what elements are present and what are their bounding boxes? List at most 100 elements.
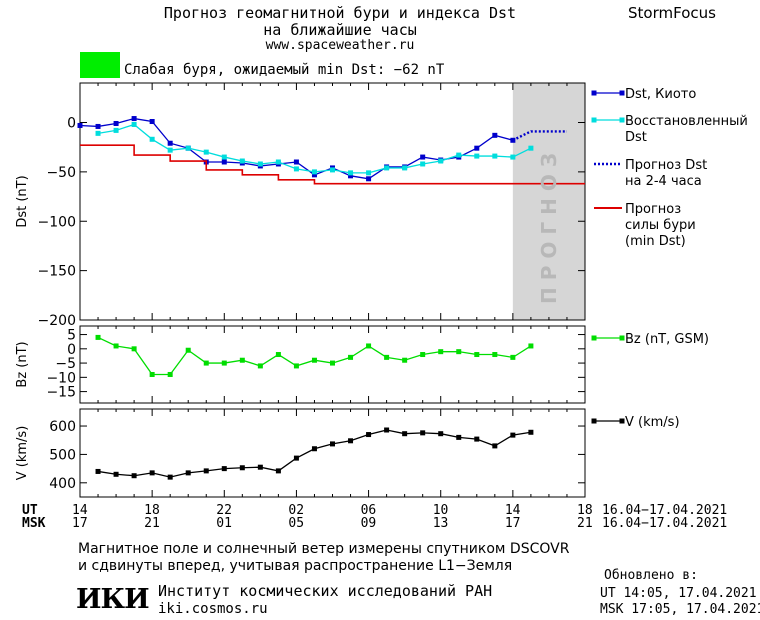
- data-point: [221, 154, 227, 160]
- data-point: [275, 468, 281, 474]
- ut-tick-label: 14: [504, 503, 521, 518]
- data-point: [257, 464, 263, 470]
- data-point: [203, 360, 209, 366]
- institute-site[interactable]: iki.cosmos.ru: [158, 601, 268, 617]
- ut-tick-label: 18: [577, 503, 593, 518]
- data-point: [474, 153, 480, 159]
- data-point: [384, 354, 390, 360]
- updated-ut: UT 14:05, 17.04.2021: [600, 586, 757, 601]
- data-point: [311, 357, 317, 363]
- ut-axis-label: UT: [22, 503, 38, 518]
- data-point: [420, 161, 426, 167]
- legend-label: Bz (nT, GSM): [625, 332, 709, 347]
- legend-label: Прогноз: [625, 202, 681, 217]
- data-point: [221, 159, 227, 165]
- data-point: [257, 161, 263, 167]
- data-point: [185, 470, 191, 476]
- chart-title-line2: на ближайшие часы: [263, 21, 417, 39]
- data-point: [293, 455, 299, 461]
- data-point: [203, 468, 209, 474]
- data-point: [492, 352, 498, 358]
- series-line: [97, 123, 532, 174]
- legend-label: силы бури: [625, 218, 696, 233]
- forecast-region-label: ПРОГНОЗ: [537, 146, 561, 304]
- y-axis-label: Dst (nT): [15, 175, 30, 227]
- data-point: [311, 169, 317, 175]
- legend-marker: [619, 335, 625, 341]
- data-point: [167, 147, 173, 153]
- y-axis-label: V (km/s): [15, 426, 30, 481]
- data-point: [149, 470, 155, 476]
- data-point: [293, 363, 299, 369]
- dst-panel-frame: [79, 82, 586, 321]
- y-tick-label: −200: [38, 313, 76, 329]
- data-point: [275, 352, 281, 358]
- data-point: [510, 354, 516, 360]
- data-point: [420, 154, 426, 160]
- y-tick-label: 600: [49, 419, 76, 435]
- data-point: [113, 343, 119, 349]
- data-point: [167, 140, 173, 146]
- data-point: [330, 360, 335, 366]
- data-point: [95, 123, 101, 129]
- data-point: [131, 346, 137, 352]
- data-point: [330, 167, 335, 173]
- data-point: [221, 466, 227, 472]
- iki-logo: ИКИ: [76, 584, 150, 615]
- legend-label: Dst: [625, 130, 647, 145]
- data-point: [149, 119, 155, 125]
- legend-marker: [619, 90, 625, 96]
- storm-forecast-text: Слабая буря, ожидаемый min Dst: −62 nT: [124, 62, 445, 78]
- msk-tick-label: 17: [504, 516, 521, 531]
- msk-date-range: 16.04−17.04.2021: [602, 516, 728, 531]
- data-point: [456, 349, 462, 355]
- data-point: [293, 159, 299, 165]
- y-tick-label: 0: [67, 342, 76, 358]
- msk-tick-label: 01: [216, 516, 232, 531]
- legend-label: (min Dst): [625, 234, 686, 249]
- msk-axis-label: MSK: [22, 516, 46, 531]
- data-point: [492, 443, 498, 449]
- data-point: [402, 165, 408, 171]
- site-url[interactable]: www.spaceweather.ru: [265, 38, 415, 53]
- chart-title-line1: Прогноз геомагнитной бури и индекса Dst: [163, 4, 517, 22]
- legend-label: Dst, Киото: [625, 87, 696, 102]
- data-point: [95, 334, 101, 340]
- y-tick-label: 5: [67, 328, 76, 344]
- data-point: [456, 152, 462, 158]
- data-point: [239, 357, 245, 363]
- footnote-line2: и сдвинуты вперед, учитывая распростране…: [78, 558, 513, 574]
- data-point: [384, 165, 390, 171]
- series-line: [512, 130, 567, 142]
- forecast-region: [512, 83, 585, 320]
- data-point: [348, 170, 354, 176]
- data-point: [474, 352, 480, 358]
- ut-tick-label: 10: [432, 503, 449, 518]
- msk-tick-label: 13: [432, 516, 449, 531]
- data-point: [113, 120, 119, 126]
- data-point: [149, 136, 155, 142]
- data-point: [131, 121, 137, 127]
- data-point: [221, 360, 227, 366]
- data-point: [528, 145, 534, 151]
- data-point: [384, 427, 390, 433]
- updated-msk: MSK 17:05, 17.04.2021: [600, 602, 760, 617]
- data-point: [438, 349, 444, 355]
- data-point: [366, 432, 372, 438]
- y-tick-label: −5: [55, 356, 76, 372]
- data-point: [420, 430, 426, 436]
- data-point: [510, 432, 516, 438]
- data-point: [95, 468, 101, 474]
- data-point: [311, 446, 317, 452]
- ut-tick-label: 22: [216, 503, 232, 518]
- data-point: [492, 153, 498, 159]
- data-point: [402, 431, 408, 437]
- data-point: [185, 145, 191, 151]
- y-tick-label: −15: [46, 385, 76, 401]
- legend-marker: [591, 335, 597, 341]
- y-tick-label: −50: [46, 165, 76, 181]
- data-point: [149, 371, 155, 377]
- legend-label: Прогноз Dst: [625, 158, 707, 173]
- ut-tick-label: 18: [144, 503, 160, 518]
